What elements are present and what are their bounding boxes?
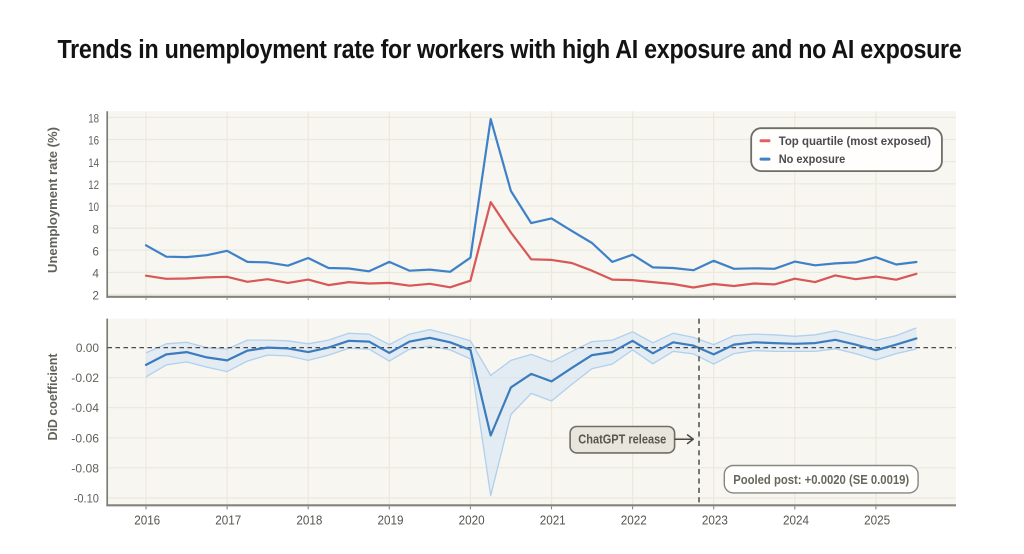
svg-text:0.00: 0.00 (76, 341, 99, 355)
svg-text:2023: 2023 (702, 513, 728, 528)
svg-text:2022: 2022 (621, 513, 647, 528)
svg-text:Top quartile (most exposed): Top quartile (most exposed) (779, 134, 931, 148)
svg-text:-0.08: -0.08 (71, 461, 99, 475)
svg-text:2019: 2019 (378, 513, 404, 528)
svg-text:2024: 2024 (783, 513, 809, 528)
svg-text:14: 14 (88, 156, 99, 170)
svg-text:ChatGPT release: ChatGPT release (578, 433, 666, 447)
svg-text:-0.04: -0.04 (71, 401, 99, 415)
svg-text:8: 8 (92, 222, 99, 236)
svg-text:-0.10: -0.10 (74, 491, 100, 505)
svg-text:Unemployment rate (%): Unemployment rate (%) (45, 127, 60, 273)
svg-text:Pooled post: +0.0020 (SE 0.001: Pooled post: +0.0020 (SE 0.0019) (733, 472, 909, 487)
svg-text:2021: 2021 (540, 513, 566, 528)
svg-text:18: 18 (88, 112, 99, 126)
svg-text:6: 6 (92, 244, 99, 258)
svg-text:2: 2 (92, 289, 99, 303)
svg-text:2025: 2025 (864, 513, 890, 528)
svg-text:2020: 2020 (459, 513, 485, 528)
svg-text:2016: 2016 (134, 513, 160, 528)
svg-text:12: 12 (88, 178, 99, 192)
svg-text:DiD coefficient: DiD coefficient (45, 353, 60, 441)
svg-text:-0.06: -0.06 (71, 431, 99, 445)
svg-text:2018: 2018 (296, 513, 322, 528)
svg-text:No exposure: No exposure (779, 152, 846, 166)
svg-text:2017: 2017 (215, 513, 241, 528)
svg-text:16: 16 (88, 134, 99, 148)
svg-text:Trends in unemployment rate fo: Trends in unemployment rate for workers … (58, 36, 962, 64)
svg-text:4: 4 (92, 267, 99, 281)
svg-text:10: 10 (88, 200, 99, 214)
svg-text:-0.02: -0.02 (71, 371, 99, 385)
